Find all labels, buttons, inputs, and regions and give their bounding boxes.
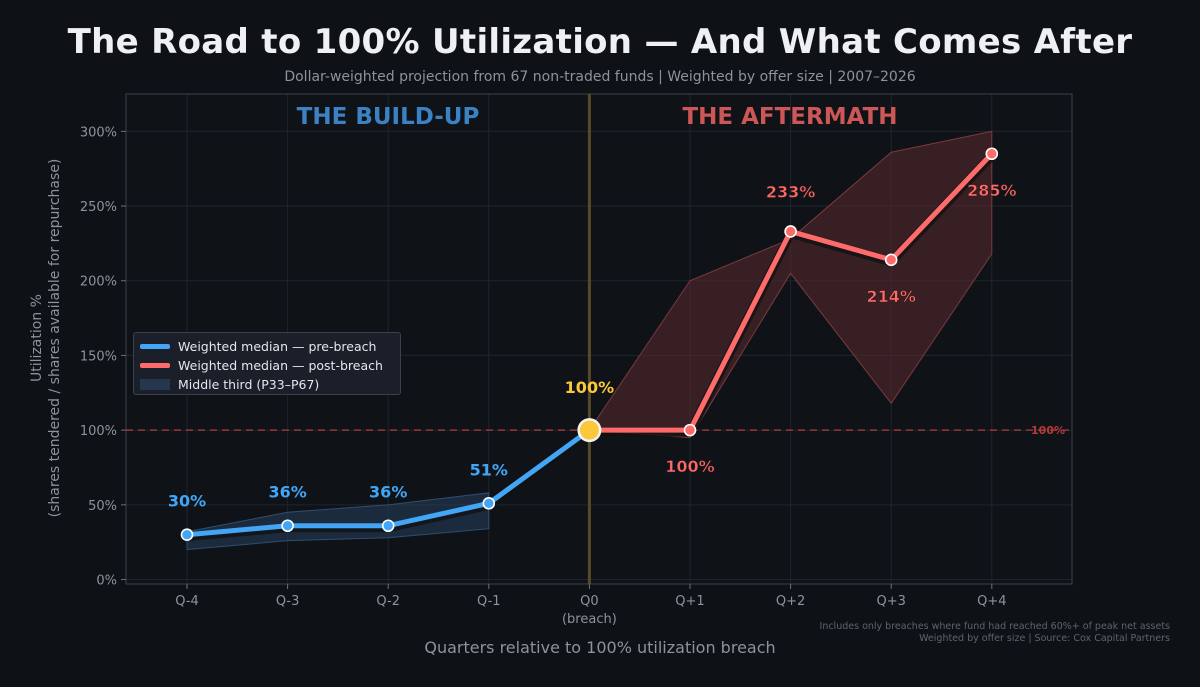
point-pre-breach-2	[381, 519, 395, 533]
reference-line-label: 100%	[1031, 424, 1065, 437]
data-label-post-breach-3: 214%	[866, 287, 915, 306]
x-tick-label-2: Q-2	[376, 594, 400, 609]
legend-swatch-pre-breach	[140, 344, 170, 349]
legend-label-pre-breach: Weighted median — pre-breach	[178, 339, 377, 354]
data-label-pre-breach-2: 36%	[369, 483, 407, 502]
region-label-aftermath: THE AFTERMATH	[682, 104, 897, 130]
y-tick-label-5: 250%	[80, 200, 117, 215]
band-post-breach	[588, 130, 993, 439]
y-tick-label-0: 0%	[96, 574, 117, 589]
x-tick-label-3: Q-1	[477, 594, 501, 609]
breach-point-label: 100%	[565, 378, 614, 397]
y-tick-label-1: 50%	[88, 499, 117, 514]
chart-subtitle: Dollar-weighted projection from 67 non-t…	[284, 69, 916, 85]
point-post-breach-3	[884, 253, 898, 267]
band-pre-breach	[186, 492, 490, 551]
footnote-line1: Includes only breaches where fund had re…	[819, 621, 1170, 632]
chart-title: The Road to 100% Utilization — And What …	[67, 22, 1133, 62]
x-tick-label-6: Q+2	[776, 594, 805, 609]
point-pre-breach-0	[180, 528, 194, 542]
x-tick-label-7: Q+3	[876, 594, 905, 609]
plot-frame	[125, 93, 1073, 585]
legend-item-middle-third: Middle third (P33–P67)	[140, 375, 400, 394]
y-tick-label-2: 100%	[80, 424, 117, 439]
y-tick-label-4: 200%	[80, 275, 117, 290]
data-label-pre-breach-0: 30%	[168, 492, 206, 511]
y-axis-label-line2: (shares tendered / shares available for …	[47, 158, 63, 518]
y-tick-label-6: 300%	[80, 125, 117, 140]
point-post-breach-4	[985, 147, 999, 161]
point-post-breach-1	[683, 423, 697, 437]
data-label-post-breach-1: 100%	[665, 457, 714, 476]
y-axis-label-line1: Utilization %	[29, 294, 45, 382]
x-tick-label-4: Q0	[580, 594, 599, 609]
x-tick-label-5: Q+1	[675, 594, 704, 609]
legend-item-post-breach: Weighted median — post-breach	[140, 356, 400, 375]
point-pre-breach-1	[281, 519, 294, 533]
legend-swatch-post-breach	[140, 363, 170, 368]
data-label-post-breach-2: 233%	[766, 182, 815, 201]
breach-point-marker	[579, 420, 599, 440]
data-label-pre-breach-3: 51%	[470, 460, 508, 479]
footnote-line2: Weighted by offer size | Source: Cox Cap…	[919, 633, 1170, 644]
data-label-post-breach-4: 285%	[967, 181, 1016, 200]
chart-legend: Weighted median — pre-breach Weighted me…	[133, 332, 401, 395]
legend-label-middle-third: Middle third (P33–P67)	[178, 377, 320, 392]
x-tick-sublabel-breach: (breach)	[562, 612, 617, 627]
y-axis-label: Utilization % (shares tendered / shares …	[28, 159, 64, 518]
x-tick-label-1: Q-3	[276, 594, 300, 609]
y-tick-label-3: 150%	[80, 349, 117, 364]
x-axis-label: Quarters relative to 100% utilization br…	[424, 638, 776, 657]
legend-swatch-middle-third	[140, 379, 170, 390]
data-label-pre-breach-1: 36%	[268, 483, 306, 502]
point-post-breach-2	[784, 225, 797, 238]
footnote: Includes only breaches where fund had re…	[820, 621, 1170, 645]
point-pre-breach-3	[482, 497, 496, 510]
region-label-buildup: THE BUILD-UP	[297, 104, 480, 130]
x-tick-label-8: Q+4	[977, 594, 1006, 609]
legend-label-post-breach: Weighted median — post-breach	[178, 358, 383, 373]
legend-item-pre-breach: Weighted median — pre-breach	[140, 337, 400, 356]
x-tick-label-0: Q-4	[175, 594, 199, 609]
